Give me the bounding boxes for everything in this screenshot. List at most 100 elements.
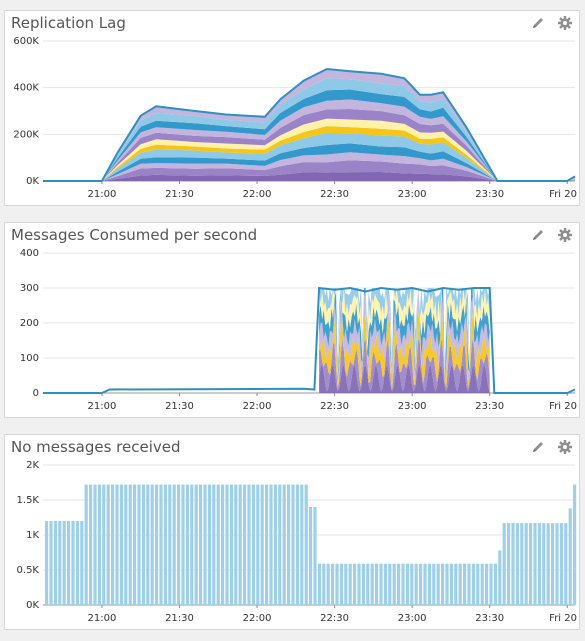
bar [137,484,141,605]
bar [502,523,506,605]
area-layer [43,126,575,181]
bar [427,563,431,605]
bar [102,484,106,605]
area-layer [43,99,575,181]
pencil-icon[interactable] [530,439,546,455]
messages-consumed-chart: 0 100 200 300 400 21:00 21:30 22:00 22:30 23:00 23… [20,248,577,412]
bar [133,484,137,605]
bar [238,484,242,605]
bar [467,563,471,605]
x-tick-label: 21:30 [165,401,194,412]
area-layer [319,364,490,393]
y-tick-label: 1.5K [17,495,40,506]
bar [335,563,339,605]
bar [269,484,273,605]
y-tick-label: 400K [13,83,39,94]
bar [546,523,550,605]
bar [287,484,291,605]
bar [300,484,304,605]
bar [405,563,409,605]
x-tick-label: 22:00 [243,613,272,624]
bar [243,484,247,605]
bar [449,563,453,605]
area-layer [43,132,575,181]
bar [185,484,189,605]
area-layer [43,118,575,181]
panel-tools [524,227,573,247]
bar [260,484,264,605]
x-tick-label: Fri 20 [549,189,577,200]
x-tick-label: 21:30 [165,189,194,200]
bar [551,523,555,605]
bar [207,484,211,605]
y-tick-label: 100 [20,353,39,364]
bar [194,484,198,605]
bar [291,484,295,605]
bar [313,507,317,605]
bar [410,563,414,605]
bar [234,484,238,605]
pencil-icon[interactable] [530,227,546,243]
pencil-icon[interactable] [530,15,546,31]
bar [511,523,515,605]
bar [537,523,541,605]
messages-consumed-panel: Messages Consumed per second 0 100 200 300 4… [4,222,580,418]
x-tick-label: 23:30 [475,613,504,624]
no-messages-chart: 0K 0.5K 1K 1.5K 2K 21:00 21:30 22:00 22:30 23:00 2… [17,460,577,624]
y-tick-label: 600K [13,36,39,47]
bar [419,563,423,605]
gear-icon[interactable] [557,439,573,455]
panel-tools [524,439,573,459]
y-tick-label: 0K [26,176,39,187]
bar [507,523,511,605]
bar [141,484,145,605]
x-tick-label: Fri 20 [549,401,577,412]
x-tick-label: 23:00 [398,613,427,624]
bar [375,563,379,605]
bar [247,484,251,605]
bar [177,484,181,605]
bar [441,563,445,605]
bar [489,563,493,605]
x-tick-label: 21:00 [88,189,117,200]
bar [309,507,313,605]
bar [150,484,154,605]
bar [568,508,572,605]
x-tick-label: Fri 20 [549,613,577,624]
bar [225,484,229,605]
bar [379,563,383,605]
x-tick-label: 22:00 [243,401,272,412]
bar [58,521,62,605]
y-tick-label: 0K [26,600,39,611]
bar [520,523,524,605]
bar [480,563,484,605]
area-layer [319,288,490,388]
gear-icon[interactable] [557,227,573,243]
bar [172,484,176,605]
bar [458,563,462,605]
bar [89,484,93,605]
replication-lag-panel: Replication Lag 0K 200K 400K 600K 21:00 21:30… [4,10,580,206]
bar [216,484,220,605]
bar [344,563,348,605]
bar [221,484,225,605]
replication-lag-chart: 0K 200K 400K 600K 21:00 21:30 22:00 22:30 23:00 2… [13,36,577,200]
x-tick-label: 21:30 [165,613,194,624]
bar [555,523,559,605]
bar [155,484,159,605]
bar [53,521,57,605]
bar [485,563,489,605]
x-tick-label: 22:30 [320,189,349,200]
bar [181,484,185,605]
bar [67,521,71,605]
bar [331,563,335,605]
bar [401,563,405,605]
no-messages-panel: No messages received 0K 0.5K 1K 1.5K 2K 21:00… [4,434,580,630]
bar [366,563,370,605]
bar [515,523,519,605]
bar [370,563,374,605]
gear-icon[interactable] [557,15,573,31]
x-tick-label: 22:30 [320,613,349,624]
area-layer [43,109,575,181]
y-tick-label: 200K [13,129,39,140]
